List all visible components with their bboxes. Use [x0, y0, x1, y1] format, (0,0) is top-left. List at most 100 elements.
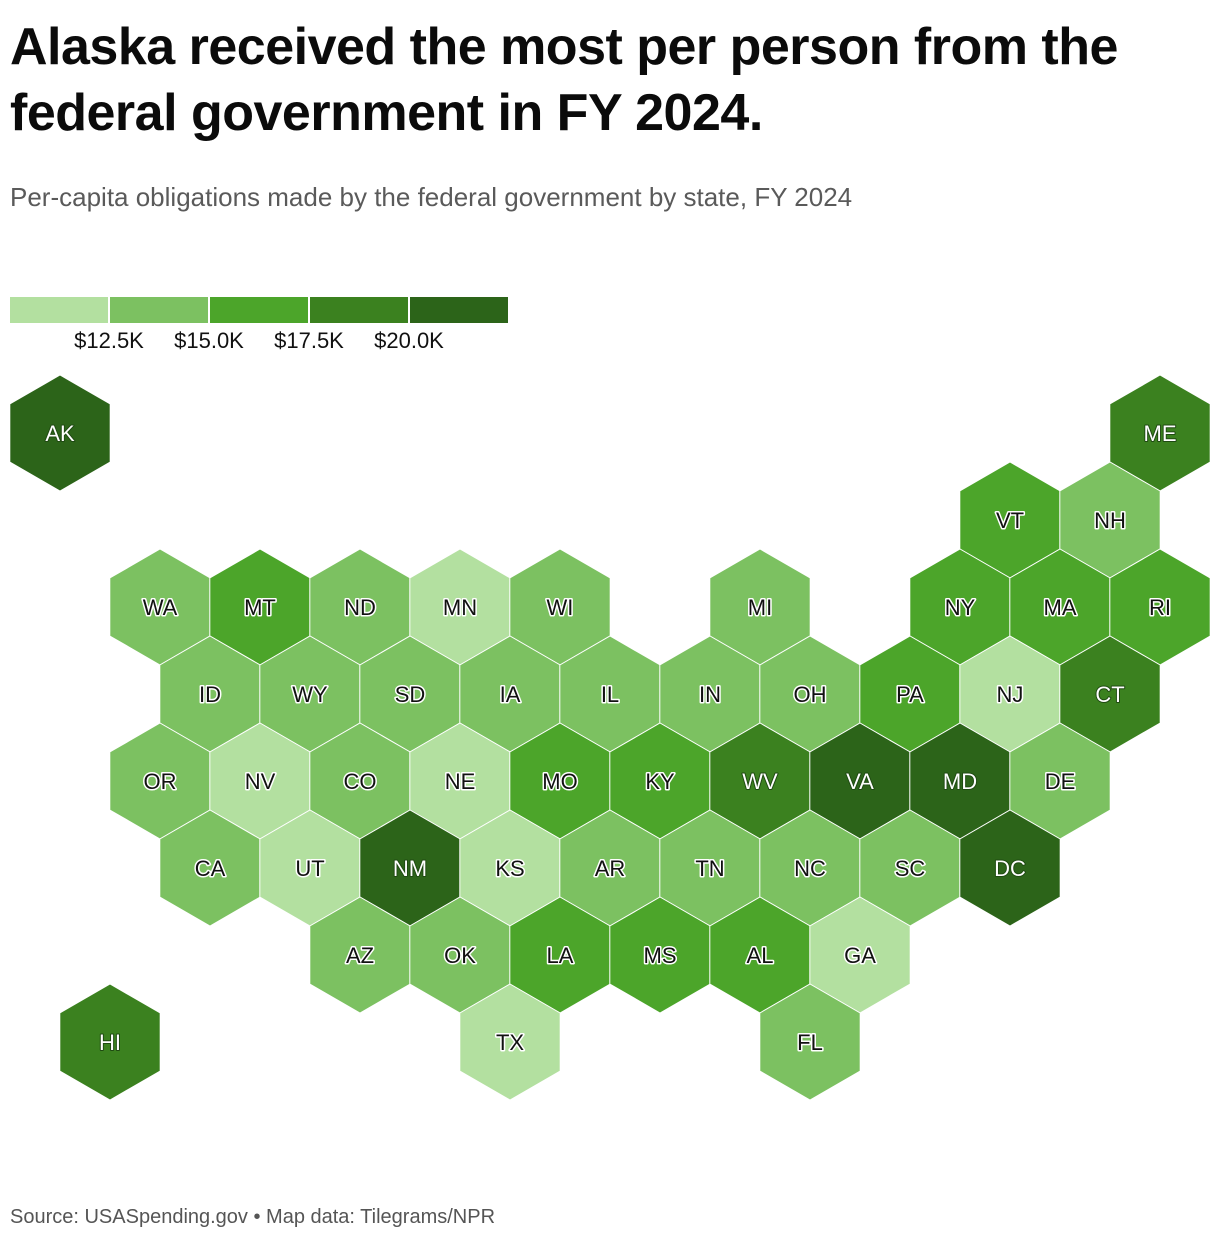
- state-label: SC: [895, 856, 926, 881]
- state-hex-tx: TX: [459, 983, 561, 1101]
- state-label: DE: [1045, 769, 1076, 794]
- state-label: ID: [199, 682, 221, 707]
- state-label: MD: [943, 769, 977, 794]
- state-hex-de: DE: [1009, 722, 1111, 840]
- state-hex-fl: FL: [759, 983, 861, 1101]
- state-hex-az: AZ: [309, 896, 411, 1014]
- state-hex-dc: DC: [959, 809, 1061, 927]
- hex-tile-map: AK ME VT NH WA MT ND MN WI MI NY MA RI ID WY SD IA IL IN OH…: [9, 374, 1211, 1101]
- state-label: OH: [794, 682, 827, 707]
- state-label: CO: [344, 769, 377, 794]
- state-hex-tn: TN: [659, 809, 761, 927]
- state-hex-shape: [759, 983, 861, 1101]
- state-label: AK: [45, 421, 75, 446]
- state-label: MT: [244, 595, 276, 620]
- state-label: ND: [344, 595, 376, 620]
- state-label: NV: [245, 769, 276, 794]
- state-label: TN: [695, 856, 724, 881]
- state-label: IN: [699, 682, 721, 707]
- state-label: NE: [445, 769, 476, 794]
- state-label: NH: [1094, 508, 1126, 533]
- state-hex-ri: RI: [1109, 548, 1211, 666]
- chart-subtitle: Per-capita obligations made by the feder…: [10, 182, 853, 212]
- state-hex-nd: ND: [309, 548, 411, 666]
- state-label: DC: [994, 856, 1026, 881]
- state-hex-il: IL: [559, 635, 661, 753]
- state-label: AL: [747, 943, 774, 968]
- color-legend: $12.5K $15.0K $17.5K $20.0K: [10, 297, 510, 357]
- state-hex-nc: NC: [759, 809, 861, 927]
- state-hex-mn: MN: [409, 548, 511, 666]
- state-hex-shape: [9, 374, 111, 492]
- state-label: OK: [444, 943, 476, 968]
- state-label: PA: [896, 682, 924, 707]
- legend-swatch: [10, 297, 108, 323]
- legend-swatch: [410, 297, 508, 323]
- state-label: MI: [748, 595, 772, 620]
- state-label: WA: [143, 595, 178, 620]
- legend-swatch: [210, 297, 308, 323]
- state-hex-nm: NM: [359, 809, 461, 927]
- state-label: AZ: [346, 943, 374, 968]
- state-hex-ct: CT: [1059, 635, 1161, 753]
- legend-tick-label: $15.0K: [174, 328, 244, 353]
- state-hex-sc: SC: [859, 809, 961, 927]
- state-hex-shape: [59, 983, 161, 1101]
- state-hex-hi: HI: [59, 983, 161, 1101]
- state-hex-md: MD: [909, 722, 1011, 840]
- state-label: ME: [1144, 421, 1177, 446]
- state-hex-nh: NH: [1059, 461, 1161, 579]
- state-hex-nj: NJ: [959, 635, 1061, 753]
- state-label: RI: [1149, 595, 1171, 620]
- state-hex-ky: KY: [609, 722, 711, 840]
- state-label: IL: [601, 682, 619, 707]
- state-hex-mt: MT: [209, 548, 311, 666]
- state-hex-ny: NY: [909, 548, 1011, 666]
- state-label: OR: [144, 769, 177, 794]
- state-label: MS: [644, 943, 677, 968]
- source-note: Source: USASpending.gov • Map data: Tile…: [10, 1206, 496, 1228]
- state-hex-ms: MS: [609, 896, 711, 1014]
- state-hex-ak: AK: [9, 374, 111, 492]
- legend-tick-label: $12.5K: [74, 328, 144, 353]
- state-hex-wy: WY: [259, 635, 361, 753]
- state-label: KY: [645, 769, 675, 794]
- state-label: WY: [292, 682, 328, 707]
- state-label: IA: [500, 682, 521, 707]
- state-hex-me: ME: [1109, 374, 1211, 492]
- state-label: HI: [99, 1030, 121, 1055]
- state-label: CT: [1095, 682, 1124, 707]
- legend-swatch: [310, 297, 408, 323]
- state-label: CA: [195, 856, 226, 881]
- state-label: AR: [595, 856, 626, 881]
- state-label: MA: [1044, 595, 1077, 620]
- state-hex-ca: CA: [159, 809, 261, 927]
- state-hex-ma: MA: [1009, 548, 1111, 666]
- state-hex-id: ID: [159, 635, 261, 753]
- state-hex-shape: [959, 809, 1061, 927]
- legend-tick-label: $17.5K: [274, 328, 344, 353]
- state-label: SD: [395, 682, 426, 707]
- state-label: NJ: [997, 682, 1024, 707]
- state-hex-shape: [459, 983, 561, 1101]
- state-label: NY: [945, 595, 976, 620]
- legend-swatch: [110, 297, 208, 323]
- state-label: NM: [393, 856, 427, 881]
- state-hex-ar: AR: [559, 809, 661, 927]
- state-label: KS: [495, 856, 524, 881]
- chart-title: Alaska received the most per person from…: [10, 18, 1118, 142]
- state-label: VT: [996, 508, 1024, 533]
- state-label: MO: [542, 769, 577, 794]
- state-label: UT: [295, 856, 324, 881]
- legend-bar: [10, 297, 510, 323]
- state-label: FL: [797, 1030, 823, 1055]
- state-hex-ia: IA: [459, 635, 561, 753]
- state-label: VA: [846, 769, 874, 794]
- state-hex-ga: GA: [809, 896, 911, 1014]
- state-label: MN: [443, 595, 477, 620]
- state-label: NC: [794, 856, 826, 881]
- state-hex-mi: MI: [709, 548, 811, 666]
- state-hex-wv: WV: [709, 722, 811, 840]
- state-label: WI: [547, 595, 574, 620]
- state-label: LA: [547, 943, 574, 968]
